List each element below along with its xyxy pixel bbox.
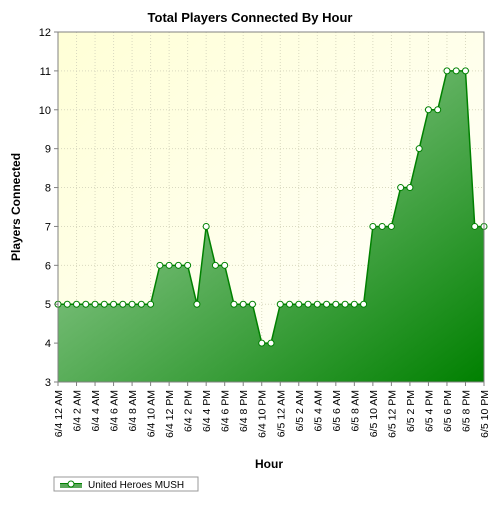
- legend-label: United Heroes MUSH: [88, 480, 184, 491]
- data-point: [239, 300, 247, 308]
- x-tick-label: 6/4 8 AM: [127, 390, 139, 431]
- data-point: [323, 300, 331, 308]
- data-point: [434, 106, 442, 114]
- x-tick-label: 6/4 10 AM: [146, 390, 158, 437]
- data-point: [91, 300, 99, 308]
- x-tick-label: 6/4 2 AM: [72, 390, 84, 431]
- data-point: [110, 300, 118, 308]
- chart-title: Total Players Connected By Hour: [148, 10, 353, 25]
- y-tick-label: 7: [45, 221, 51, 233]
- x-axis-label: Hour: [255, 457, 283, 471]
- x-tick-label: 6/5 2 AM: [294, 390, 306, 431]
- data-point: [304, 300, 312, 308]
- x-tick-label: 6/4 2 PM: [183, 390, 195, 432]
- data-point: [471, 222, 479, 230]
- data-point: [202, 222, 210, 230]
- data-point: [397, 184, 405, 192]
- x-tick-label: 6/5 4 PM: [423, 390, 435, 432]
- data-point: [332, 300, 340, 308]
- y-tick-label: 8: [45, 183, 51, 195]
- y-tick-label: 10: [39, 105, 51, 117]
- y-axis: 3 4 5 6 7 8 9 10 11 12: [39, 27, 58, 389]
- series-points-layer: [54, 67, 488, 347]
- data-point: [461, 67, 469, 75]
- data-point: [147, 300, 155, 308]
- data-point: [276, 300, 284, 308]
- x-tick-label: 6/5 12 PM: [386, 390, 398, 438]
- data-point: [452, 67, 460, 75]
- x-tick-label: 6/5 12 AM: [275, 390, 287, 437]
- series-area: [58, 70, 484, 382]
- y-tick-label: 9: [45, 144, 51, 156]
- x-tick-label: 6/5 6 PM: [442, 390, 454, 432]
- data-point: [230, 300, 238, 308]
- data-point: [100, 300, 108, 308]
- x-tick-label: 6/4 6 PM: [220, 390, 232, 432]
- x-axis: 6/4 12 AM 6/4 2 AM 6/4 4 AM 6/4 6 AM 6/4 8 A…: [53, 382, 491, 438]
- y-tick-label: 6: [45, 260, 51, 272]
- x-tick-label: 6/4 8 PM: [238, 390, 250, 432]
- data-point: [211, 261, 219, 269]
- x-tick-label: 6/4 4 PM: [201, 390, 213, 432]
- x-tick-label: 6/4 6 AM: [109, 390, 121, 431]
- data-point: [443, 67, 451, 75]
- legend: United Heroes MUSH: [53, 476, 199, 492]
- x-tick-label: 6/4 12 AM: [53, 390, 65, 437]
- data-point: [82, 300, 90, 308]
- data-point: [295, 300, 303, 308]
- data-point: [165, 261, 173, 269]
- y-tick-label: 4: [45, 338, 51, 350]
- data-point: [360, 300, 368, 308]
- data-point: [424, 106, 432, 114]
- data-point: [369, 222, 377, 230]
- data-point: [350, 300, 358, 308]
- y-axis-label: Players Connected: [9, 153, 23, 261]
- data-point: [406, 184, 414, 192]
- x-tick-label: 6/4 10 PM: [257, 390, 269, 438]
- data-point: [174, 261, 182, 269]
- data-point: [193, 300, 201, 308]
- data-point: [258, 339, 266, 347]
- y-tick-label: 12: [39, 27, 51, 39]
- data-point: [267, 339, 275, 347]
- data-point: [378, 222, 386, 230]
- x-tick-label: 6/5 8 AM: [349, 390, 361, 431]
- data-point: [156, 261, 164, 269]
- x-tick-label: 6/4 4 AM: [90, 390, 102, 431]
- data-point: [184, 261, 192, 269]
- y-tick-label: 11: [40, 66, 51, 78]
- legend-box: [53, 476, 199, 492]
- y-tick-label: 3: [45, 377, 51, 389]
- data-point: [313, 300, 321, 308]
- data-point: [221, 261, 229, 269]
- data-point: [248, 300, 256, 308]
- x-tick-label: 6/5 2 PM: [405, 390, 417, 432]
- data-point: [63, 300, 71, 308]
- data-point: [387, 222, 395, 230]
- data-point: [128, 300, 136, 308]
- legend-marker: [67, 480, 75, 488]
- x-tick-label: 6/5 6 AM: [331, 390, 343, 431]
- x-tick-label: 6/5 8 PM: [460, 390, 472, 432]
- data-point: [341, 300, 349, 308]
- data-point: [415, 145, 423, 153]
- x-tick-label: 6/4 12 PM: [164, 390, 176, 438]
- data-point: [286, 300, 294, 308]
- plot-frame: [57, 31, 485, 383]
- x-tick-label: 6/5 10 AM: [368, 390, 380, 437]
- y-tick-label: 5: [45, 299, 51, 311]
- data-point: [73, 300, 81, 308]
- x-tick-label: 6/5 10 PM: [479, 390, 491, 438]
- data-point: [119, 300, 127, 308]
- data-point: [137, 300, 145, 308]
- x-tick-label: 6/5 4 AM: [312, 390, 324, 431]
